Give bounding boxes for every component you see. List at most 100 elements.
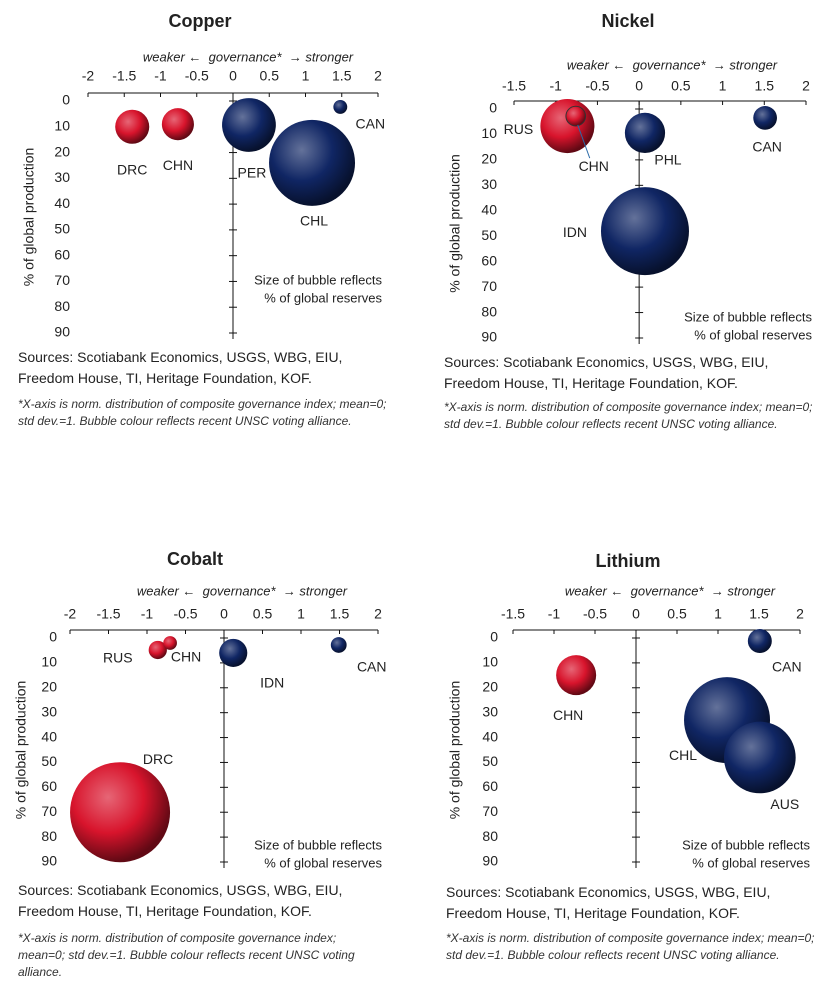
y-tick-label: 80	[41, 828, 57, 844]
y-tick-label: 0	[489, 100, 497, 116]
x-tick-label: -1	[141, 606, 154, 622]
bubble-label: CAN	[356, 116, 386, 132]
bubble	[222, 98, 276, 152]
x-tick-label: 1.5	[332, 68, 352, 84]
footnote: *X-axis is norm. distribution of composi…	[18, 931, 355, 979]
bubble	[333, 99, 348, 114]
x-tick-label: 0	[220, 606, 228, 622]
bubble	[753, 106, 777, 130]
y-tick-label: 70	[481, 278, 497, 294]
y-tick-label: 40	[54, 195, 70, 211]
y-tick-label: 50	[54, 221, 70, 237]
x-tick-label: 2	[374, 606, 382, 622]
x-tick-label: 2	[796, 606, 804, 622]
y-tick-label: 30	[482, 703, 498, 719]
bubble-label: DRC	[143, 751, 173, 767]
x-tick-label: 2	[374, 68, 382, 84]
y-tick-label: 30	[41, 703, 57, 719]
size-note: Size of bubble reflects	[254, 272, 382, 287]
size-note: Size of bubble reflects	[254, 837, 382, 852]
bubble-label: CHL	[300, 213, 328, 229]
y-tick-label: 60	[54, 246, 70, 262]
y-tick-label: 60	[41, 778, 57, 794]
y-tick-label: 20	[41, 678, 57, 694]
chart-title: Lithium	[596, 551, 661, 571]
x-tick-label: 1.5	[749, 606, 769, 622]
y-tick-label: 0	[62, 92, 70, 108]
y-tick-label: 80	[54, 298, 70, 314]
y-tick-label: 0	[490, 629, 498, 645]
y-tick-label: 20	[54, 143, 70, 159]
x-tick-label: -2	[64, 606, 77, 622]
bubble	[148, 640, 167, 660]
y-tick-label: 40	[481, 201, 497, 217]
x-tick-label: -1	[549, 78, 562, 94]
x-tick-label: 0	[635, 78, 643, 94]
bubble-label: CHN	[579, 158, 609, 174]
y-tick-label: 10	[41, 654, 57, 670]
bubble-label: PHL	[654, 152, 681, 168]
sources: Sources: Scotiabank Economics, USGS, WBG…	[18, 882, 343, 919]
x-tick-label: 1	[714, 606, 722, 622]
y-axis-label: % of global production	[447, 681, 463, 820]
x-axis-label: weaker ← governance* → stronger	[137, 583, 348, 598]
y-tick-label: 30	[54, 169, 70, 185]
bubble	[330, 637, 347, 653]
x-tick-label: 1	[302, 68, 310, 84]
y-tick-label: 20	[481, 151, 497, 167]
bubble-label: AUS	[770, 796, 799, 812]
bubble	[70, 762, 171, 863]
bubble-label: CAN	[752, 139, 782, 155]
sources: Sources: Scotiabank Economics, USGS, WBG…	[446, 884, 771, 921]
footnote: *X-axis is norm. distribution of composi…	[444, 400, 813, 431]
y-tick-label: 50	[481, 227, 497, 243]
size-note: % of global reserves	[694, 327, 812, 342]
leader-line	[577, 124, 591, 159]
y-tick-label: 90	[481, 329, 497, 345]
y-tick-label: 30	[481, 176, 497, 192]
sources: Sources: Scotiabank Economics, USGS, WBG…	[18, 349, 343, 386]
size-note: % of global reserves	[264, 855, 382, 870]
x-tick-label: 2	[802, 78, 810, 94]
x-tick-label: -1	[548, 606, 561, 622]
bubble-label: IDN	[563, 224, 587, 240]
x-tick-label: 1	[297, 606, 305, 622]
bubble-label: PER	[238, 165, 267, 181]
x-tick-label: 0.5	[667, 606, 687, 622]
bubble	[163, 636, 177, 650]
x-tick-label: -1.5	[502, 78, 526, 94]
y-tick-label: 10	[481, 125, 497, 141]
bubble-label: CHN	[553, 707, 583, 723]
y-tick-label: 80	[481, 303, 497, 319]
y-tick-label: 90	[41, 853, 57, 869]
x-tick-label: -1.5	[112, 68, 136, 84]
bubble	[219, 638, 248, 668]
bubble	[600, 187, 689, 276]
bubble-label: DRC	[117, 161, 147, 177]
bubble-label: CHN	[171, 649, 201, 665]
y-tick-label: 40	[41, 728, 57, 744]
y-tick-label: 70	[482, 803, 498, 819]
y-tick-label: 50	[482, 753, 498, 769]
bubble	[723, 721, 796, 794]
sources: Sources: Scotiabank Economics, USGS, WBG…	[444, 354, 769, 391]
bubble-label: CAN	[357, 659, 387, 675]
bubble	[269, 119, 356, 206]
size-note: % of global reserves	[264, 290, 382, 305]
y-tick-label: 90	[482, 853, 498, 869]
y-tick-label: 60	[482, 778, 498, 794]
x-axis-label: weaker ← governance* → stronger	[565, 583, 776, 598]
bubble	[624, 112, 666, 154]
x-tick-label: 0.5	[260, 68, 280, 84]
y-axis-label: % of global production	[13, 681, 29, 820]
y-tick-label: 80	[482, 828, 498, 844]
bubble	[565, 105, 587, 127]
x-axis-label: weaker ← governance* → stronger	[143, 49, 354, 64]
bubble-label: RUS	[504, 121, 534, 137]
x-tick-label: 1.5	[330, 606, 350, 622]
y-tick-label: 40	[482, 728, 498, 744]
y-tick-label: 10	[482, 654, 498, 670]
x-tick-label: -0.5	[185, 68, 209, 84]
y-tick-label: 10	[54, 117, 70, 133]
